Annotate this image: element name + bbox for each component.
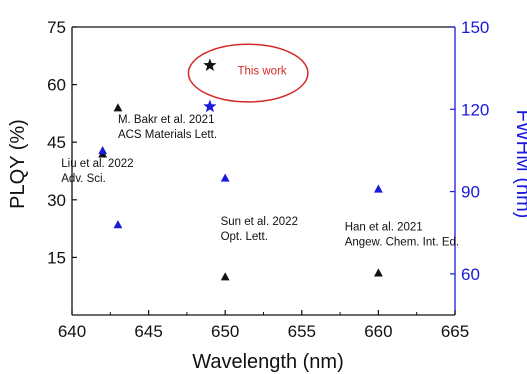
x-tick-label: 660 [364, 322, 392, 341]
data-point-triangle [220, 272, 230, 281]
annotation-label: Han et al. 2021 Angew. Chem. Int. Ed. [345, 222, 459, 249]
annotation-label: M. Bakr et al. 2021 ACS Materials Lett. [118, 114, 217, 141]
annotation-label: Sun et al. 2022 Opt. Lett. [221, 216, 298, 243]
y-left-tick-label: 30 [47, 191, 66, 210]
y-left-tick-label: 75 [47, 18, 66, 37]
data-point-triangle [220, 173, 230, 182]
x-tick-label: 665 [441, 322, 469, 341]
x-tick-label: 650 [211, 322, 239, 341]
x-tick-label: 645 [134, 322, 162, 341]
y-right-tick-label: 90 [461, 183, 480, 202]
x-tick-label: 655 [288, 322, 316, 341]
x-axis-title: Wavelength (nm) [192, 351, 344, 373]
data-point-triangle [113, 220, 123, 229]
data-point-triangle [374, 184, 383, 193]
data-point-star [203, 58, 217, 72]
data-point-star [203, 99, 217, 113]
y-left-tick-label: 15 [47, 248, 66, 267]
y-right-tick-label: 120 [461, 100, 489, 119]
y-left-tick-label: 45 [47, 133, 66, 152]
data-point-triangle [113, 103, 123, 112]
y-right-tick-label: 150 [461, 18, 489, 37]
annotation-label: Liu et al. 2022 Adv. Sci. [61, 158, 133, 185]
data-point-triangle [374, 268, 383, 277]
highlight-label: This work [237, 66, 286, 78]
highlight-ellipse [187, 43, 309, 103]
y-right-tick-label: 60 [461, 265, 480, 284]
y-left-axis-title: PLQY (%) [7, 119, 29, 209]
y-left-tick-label: 60 [47, 76, 66, 95]
x-tick-label: 640 [58, 322, 86, 341]
y-right-axis-title: FWHM (nm) [512, 110, 527, 219]
data-point-triangle [98, 146, 108, 155]
